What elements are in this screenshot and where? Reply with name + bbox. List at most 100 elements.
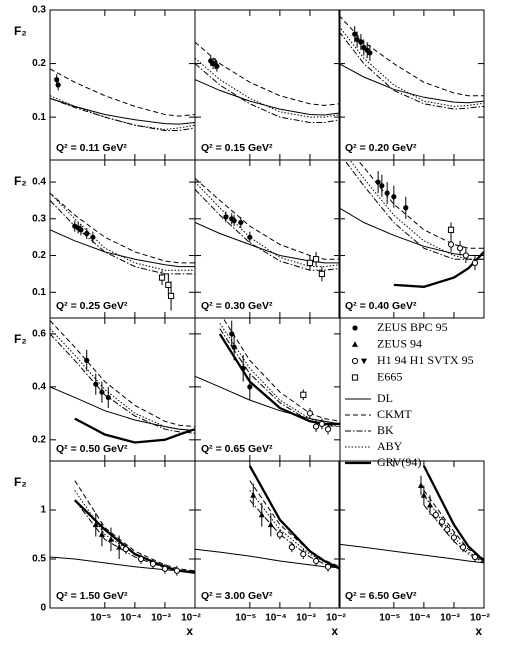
point xyxy=(137,555,145,563)
point xyxy=(351,374,359,381)
point xyxy=(55,82,61,88)
curve xyxy=(74,490,195,573)
y-tick-label: 0.2 xyxy=(32,250,46,261)
point xyxy=(358,39,364,45)
x-tick-label: 10⁻² xyxy=(470,613,490,624)
point xyxy=(247,384,253,390)
panel xyxy=(50,68,195,131)
curve xyxy=(248,465,340,570)
x-tick-label: 10⁻⁵ xyxy=(379,613,400,624)
point xyxy=(367,50,373,56)
curve xyxy=(50,95,195,131)
curve xyxy=(423,504,484,564)
curve xyxy=(195,189,340,271)
point xyxy=(456,245,464,252)
point xyxy=(432,511,439,519)
curve xyxy=(195,41,340,106)
point xyxy=(375,179,381,185)
curve xyxy=(50,192,195,271)
curve xyxy=(50,192,195,264)
legend-label: DL xyxy=(377,391,393,405)
curve xyxy=(195,222,340,264)
point xyxy=(459,544,467,551)
point xyxy=(276,531,283,538)
x-tick-label: 10⁻² xyxy=(181,613,201,624)
x-tick-label: 10⁻⁴ xyxy=(409,613,430,624)
point xyxy=(300,391,307,398)
y-tick-label: 0.1 xyxy=(32,287,46,298)
point xyxy=(450,534,458,541)
curve xyxy=(339,543,484,564)
curve xyxy=(343,160,484,260)
panel-frame xyxy=(194,460,341,609)
panel-label: Q² = 6.50 GeV² xyxy=(345,590,417,602)
y-tick-label: 0.2 xyxy=(32,434,46,445)
legend-label: GRV(94) xyxy=(377,455,421,469)
curve xyxy=(222,318,340,422)
curve xyxy=(195,548,340,569)
curve xyxy=(249,490,340,569)
panel xyxy=(195,178,340,282)
curve xyxy=(50,97,195,131)
point xyxy=(379,183,385,189)
point xyxy=(107,536,114,542)
point xyxy=(78,227,84,233)
y-axis-label: F₂ xyxy=(14,332,27,346)
point xyxy=(420,492,427,498)
point xyxy=(250,492,257,498)
point xyxy=(267,521,274,528)
y-tick-label: 0.6 xyxy=(32,329,46,340)
panel xyxy=(339,465,484,564)
curve xyxy=(218,333,340,426)
y-tick-label: 0.2 xyxy=(32,58,46,69)
point xyxy=(92,521,99,528)
curve xyxy=(195,63,340,123)
point xyxy=(447,241,455,248)
legend-label: BK xyxy=(377,423,394,437)
panel-frame xyxy=(338,9,485,161)
panel-label: Q² = 0.40 GeV² xyxy=(345,300,417,312)
curve xyxy=(195,178,340,260)
x-tick-label: 10⁻³ xyxy=(151,613,171,624)
point xyxy=(318,420,326,428)
point xyxy=(312,256,320,263)
point xyxy=(324,426,332,433)
curve xyxy=(249,480,340,568)
point xyxy=(167,292,175,300)
curve xyxy=(422,465,484,562)
x-tick-label: 10⁻³ xyxy=(440,613,460,624)
point xyxy=(306,410,314,417)
point xyxy=(471,259,479,266)
x-axis-label: x xyxy=(331,624,338,638)
point xyxy=(352,341,358,347)
panel-label: Q² = 0.11 GeV² xyxy=(56,142,127,154)
point xyxy=(312,557,320,565)
panel-frame xyxy=(194,317,341,462)
x-tick-label: 10⁻⁵ xyxy=(90,613,111,624)
x-tick-label: 10⁻⁴ xyxy=(120,613,141,624)
curve xyxy=(50,200,195,275)
point xyxy=(84,230,90,237)
curve xyxy=(50,333,195,434)
y-axis-label: F₂ xyxy=(14,174,27,188)
legend-label: ZEUS BPC 95 xyxy=(377,320,448,334)
y-tick-label: 0.3 xyxy=(32,5,46,16)
point xyxy=(391,194,397,200)
point xyxy=(306,259,314,266)
point xyxy=(351,357,359,365)
point xyxy=(116,544,123,550)
panel xyxy=(50,192,195,311)
curve xyxy=(50,320,195,428)
point xyxy=(354,36,360,43)
legend-label: ZEUS 94 xyxy=(377,336,422,350)
point xyxy=(149,560,157,568)
panel xyxy=(195,41,340,123)
point xyxy=(312,423,320,430)
point xyxy=(403,205,409,211)
panel-frame xyxy=(49,460,196,609)
panel xyxy=(339,160,484,288)
panel-frame xyxy=(194,159,341,319)
panel xyxy=(339,15,484,110)
curve xyxy=(356,160,484,249)
